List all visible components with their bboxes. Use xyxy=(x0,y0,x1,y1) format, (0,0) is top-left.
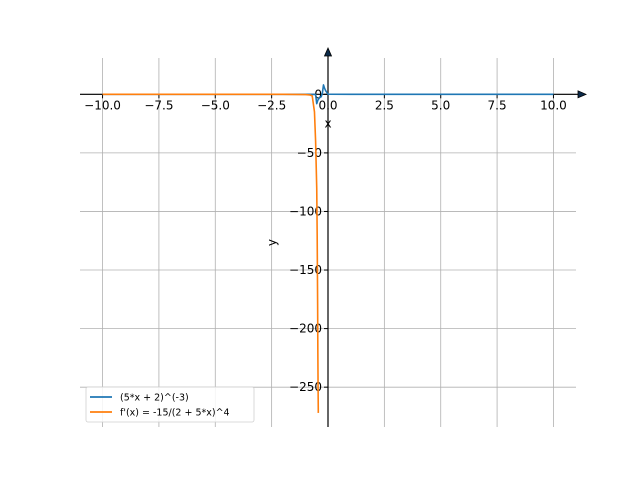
x-tick-label: −5.0 xyxy=(201,98,230,112)
y-tick-label: −250 xyxy=(289,380,322,394)
y-tick-label: −100 xyxy=(289,204,322,218)
legend-entry: f'(x) = -15/(2 + 5*x)^4 xyxy=(120,408,230,419)
x-tick-label: 2.5 xyxy=(375,98,394,112)
y-axis-label: y xyxy=(265,239,279,246)
legend-entry: (5*x + 2)^(-3) xyxy=(120,393,189,404)
legend-box xyxy=(85,386,255,423)
x-tick-label: −10.0 xyxy=(84,98,121,112)
series-layer xyxy=(102,84,554,413)
x-axis-arrow xyxy=(577,90,587,99)
x-tick-label: 5.0 xyxy=(431,98,450,112)
y-tick-label: −50 xyxy=(297,146,322,160)
ticks: −10.0 −7.5 −5.0 −2.5 0.0 2.5 5.0 7.5 10.0 0 −50 −10… xyxy=(84,87,567,394)
y-axis-arrow xyxy=(323,47,333,57)
x-axis-label: x xyxy=(324,116,331,130)
legend: (5*x + 2)^(-3) f'(x) = -15/(2 + 5*x)^4 xyxy=(85,386,255,423)
x-tick-label: 0.0 xyxy=(318,98,337,112)
y-tick-label: 0 xyxy=(314,87,322,101)
y-tick-label: −150 xyxy=(289,263,322,277)
x-tick-label: 7.5 xyxy=(488,98,507,112)
x-tick-label: −7.5 xyxy=(144,98,173,112)
series-line-1 xyxy=(102,93,320,413)
x-tick-label: −2.5 xyxy=(257,98,286,112)
y-tick-label: −200 xyxy=(289,322,322,336)
x-tick-label: 10.0 xyxy=(540,98,567,112)
